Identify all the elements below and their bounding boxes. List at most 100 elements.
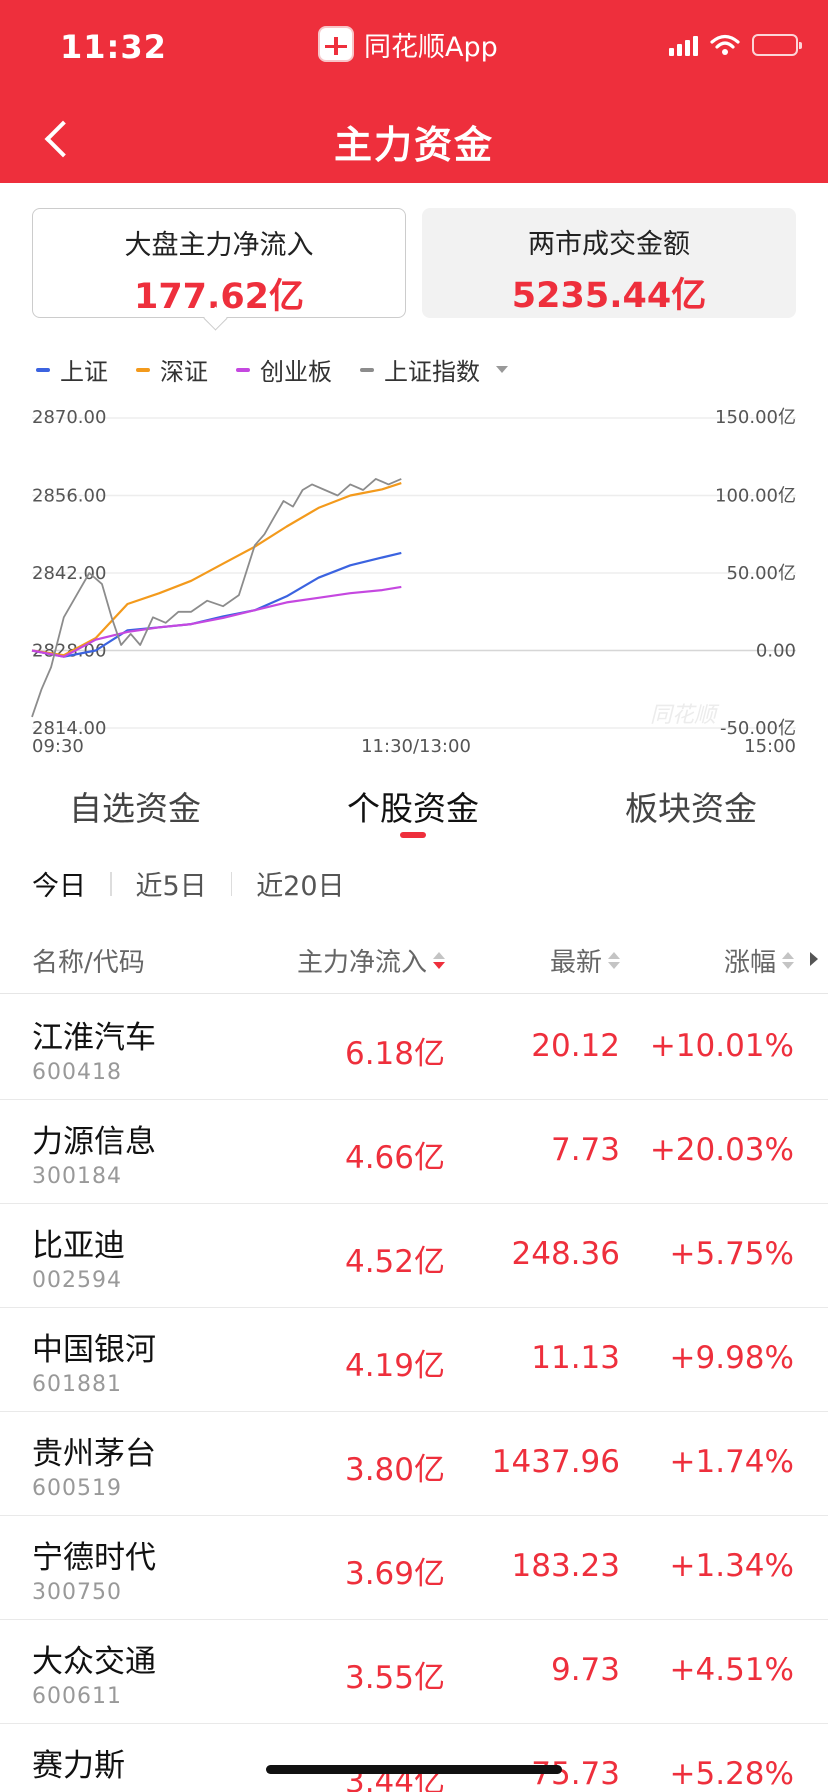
change-percent: +1.74% [669, 1444, 794, 1480]
tab-sector-funds[interactable]: 板块资金 [625, 789, 757, 828]
legend-swatch [236, 367, 250, 372]
table-row[interactable]: 中国银河 601881 4.19亿 11.13 +9.98% [0, 1308, 828, 1412]
table-row[interactable]: 贵州茅台 600519 3.80亿 1437.96 +1.74% [0, 1412, 828, 1516]
cellular-signal-icon [669, 34, 698, 56]
stock-code: 002594 [32, 1268, 122, 1293]
period-divider [230, 871, 233, 896]
tab-stock-funds[interactable]: 个股资金 [347, 789, 479, 828]
stock-name: 江淮汽车 [32, 1020, 156, 1056]
stock-code: 600519 [32, 1476, 122, 1501]
header-price-label: 最新 [549, 948, 602, 978]
stock-code: 300184 [32, 1164, 122, 1189]
table-row[interactable]: 江淮汽车 600418 6.18亿 20.12 +10.01% [0, 996, 828, 1100]
chart-series-line [31, 551, 402, 658]
period-20d[interactable]: 近20日 [256, 871, 345, 902]
table-row[interactable]: 比亚迪 002594 4.52亿 248.36 +5.75% [0, 1204, 828, 1308]
stock-code: 600611 [32, 1684, 122, 1709]
net-inflow: 4.52亿 [344, 1244, 445, 1280]
net-inflow: 4.19亿 [344, 1348, 445, 1384]
legend-label: 创业板 [260, 358, 332, 386]
battery-icon [752, 34, 802, 56]
chart-right-tick-label: 0.00 [756, 641, 796, 662]
net-inflow: 6.18亿 [344, 1036, 445, 1072]
chart-right-tick-label: 100.00亿 [715, 486, 796, 507]
period-selector: 今日 近5日 近20日 [32, 864, 369, 903]
table-row[interactable]: 宁德时代 300750 3.69亿 183.23 +1.34% [0, 1516, 828, 1620]
net-inflow: 3.69亿 [344, 1556, 445, 1592]
chart-left-tick-label: 2828.00 [32, 641, 106, 662]
turnover-value: 5235.44亿 [511, 276, 707, 316]
page-title: 主力资金 [333, 123, 494, 167]
header-flow-sort[interactable]: 主力净流入 [297, 942, 445, 979]
legend-item-sz[interactable]: 深证 [136, 352, 208, 387]
table-row[interactable]: 赛力斯 3.44亿 75.73 +5.28% [0, 1724, 828, 1792]
home-indicator[interactable] [266, 1765, 562, 1774]
legend-item-sh[interactable]: 上证 [36, 352, 108, 387]
status-time: 11:32 [60, 28, 167, 66]
header-price-sort[interactable]: 最新 [550, 942, 620, 979]
latest-price: 1437.96 [491, 1444, 620, 1480]
chart-x-tick-label: 15:00 [744, 736, 796, 757]
fund-flow-chart[interactable]: 2870.00 150.00亿 2856.00 100.00亿 2842.00 50.00… [0, 400, 828, 770]
legend-swatch [360, 367, 374, 372]
chart-legend: 上证 深证 创业板 上证指数 [36, 352, 508, 387]
chart-watermark: 同花顺 [650, 703, 720, 728]
status-icons [669, 34, 802, 56]
latest-price: 9.73 [550, 1652, 620, 1688]
main-flow-card[interactable]: 大盘主力净流入 177.62亿 [32, 208, 406, 318]
latest-price: 20.12 [531, 1028, 620, 1064]
status-app-indicator[interactable]: 同花顺App [318, 24, 498, 64]
header-change-label: 涨幅 [723, 948, 776, 978]
sort-icon [782, 952, 794, 969]
stock-code: 601881 [32, 1372, 122, 1397]
change-percent: +5.75% [669, 1236, 794, 1272]
fund-tabs: 自选资金 个股资金 板块资金 [0, 782, 828, 842]
table-header: 名称/代码 主力净流入 最新 涨幅 [0, 934, 828, 994]
legend-item-cyb[interactable]: 创业板 [236, 352, 332, 387]
chart-x-tick-label: 09:30 [32, 736, 84, 757]
legend-label: 上证指数 [384, 358, 480, 386]
chart-left-tick-label: 2856.00 [32, 486, 106, 507]
change-percent: +10.01% [649, 1028, 794, 1064]
table-row[interactable]: 力源信息 300184 4.66亿 7.73 +20.03% [0, 1100, 828, 1204]
turnover-label: 两市成交金额 [528, 229, 690, 260]
main-flow-label: 大盘主力净流入 [124, 230, 314, 261]
chart-left-tick-label: 2870.00 [32, 407, 106, 428]
header-flow-label: 主力净流入 [296, 948, 427, 978]
change-percent: +9.98% [669, 1340, 794, 1376]
stock-list: 江淮汽车 600418 6.18亿 20.12 +10.01% 力源信息 300… [0, 996, 828, 1792]
chart-series-line [31, 478, 402, 718]
legend-label: 深证 [160, 358, 208, 386]
latest-price: 7.73 [550, 1132, 620, 1168]
net-inflow: 4.66亿 [344, 1140, 445, 1176]
period-today[interactable]: 今日 [32, 871, 86, 902]
change-percent: +5.28% [669, 1756, 794, 1792]
stock-name: 力源信息 [32, 1124, 156, 1160]
chart-right-tick-label: -50.00亿 [720, 718, 796, 739]
change-percent: +4.51% [669, 1652, 794, 1688]
chart-left-tick-label: 2842.00 [32, 563, 106, 584]
net-inflow: 3.44亿 [344, 1764, 445, 1792]
app-logo-icon [318, 26, 354, 62]
legend-swatch [136, 367, 150, 372]
turnover-card[interactable]: 两市成交金额 5235.44亿 [422, 208, 796, 318]
header-bar: 11:32 同花顺App 主力资金 [0, 0, 828, 183]
chart-canvas: 2870.00 150.00亿 2856.00 100.00亿 2842.00 50.00… [31, 407, 796, 757]
legend-item-sh-index[interactable]: 上证指数 [360, 352, 508, 387]
latest-price: 75.73 [531, 1756, 620, 1792]
stock-code: 300750 [32, 1580, 122, 1605]
more-columns-arrow-icon[interactable] [810, 952, 818, 966]
period-5d[interactable]: 近5日 [135, 871, 207, 902]
chart-x-tick-label: 11:30/13:00 [361, 736, 471, 757]
legend-label: 上证 [60, 358, 108, 386]
table-row[interactable]: 大众交通 600611 3.55亿 9.73 +4.51% [0, 1620, 828, 1724]
dropdown-caret-icon [496, 366, 508, 373]
sort-icon [608, 952, 620, 969]
header-change-sort[interactable]: 涨幅 [724, 942, 794, 979]
net-inflow: 3.80亿 [344, 1452, 445, 1488]
chart-series-line [31, 482, 402, 657]
sort-desc-icon [433, 952, 445, 969]
period-divider [110, 871, 112, 896]
latest-price: 248.36 [511, 1236, 620, 1272]
tab-watchlist-funds[interactable]: 自选资金 [69, 789, 201, 828]
